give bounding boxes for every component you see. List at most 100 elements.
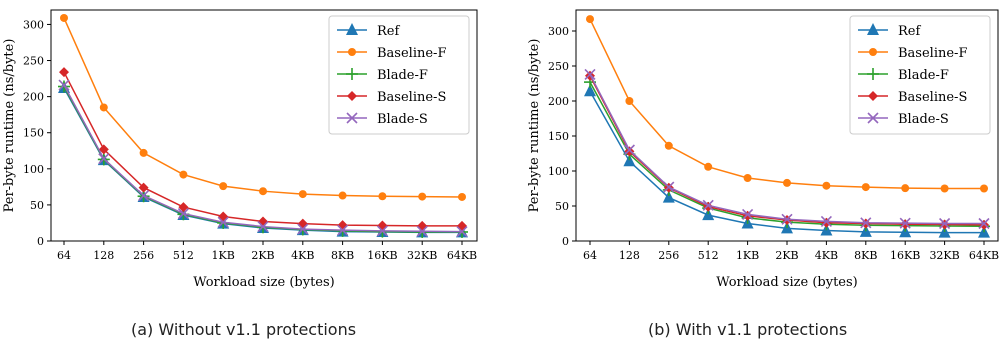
- series-baseline-s: [59, 67, 467, 231]
- data-point: [704, 162, 713, 171]
- x-tick-label: 512: [698, 249, 719, 262]
- data-point-b: [58, 79, 70, 91]
- data-point-b: [138, 189, 150, 202]
- legend-box: [328, 15, 470, 135]
- data-point: [98, 144, 109, 155]
- data-point: [783, 178, 791, 187]
- data-point: [138, 182, 149, 193]
- caption-a: (a) Without v1.1 protections: [131, 320, 357, 339]
- y-tick-label: 200: [23, 91, 44, 104]
- legend-marker: [869, 48, 877, 56]
- legend-label: Blade-F: [377, 68, 428, 83]
- data-point: [457, 220, 467, 231]
- y-tick-label: 100: [548, 165, 569, 178]
- data-point: [59, 67, 69, 78]
- y-tick-label: 150: [548, 130, 569, 143]
- x-tick-label: 64: [583, 249, 597, 262]
- data-point: [99, 103, 108, 112]
- data-point: [625, 97, 634, 105]
- data-point: [297, 218, 308, 229]
- data-point-b: [456, 226, 468, 238]
- legend-entry: Blade-S: [858, 112, 949, 127]
- y-tick-label: 250: [23, 55, 44, 68]
- x-tick-label: 4KB: [291, 249, 314, 262]
- legend-label: Baseline-S: [377, 90, 446, 105]
- legend-label: Blade-S: [898, 112, 949, 127]
- data-point-b: [899, 217, 911, 229]
- x-tick-label: 64KB: [969, 249, 999, 262]
- legend-marker: [868, 91, 878, 101]
- series-baseline-f: [586, 15, 988, 193]
- x-tick-label: 1KB: [212, 249, 235, 262]
- legend: Ref Baseline-F Blade-F Baseline-S Blade-S: [328, 15, 470, 135]
- data-point: [378, 192, 387, 201]
- data-point: [337, 224, 349, 236]
- y-tick-label: 100: [23, 163, 44, 176]
- data-point: [980, 184, 988, 193]
- data-point-b: [337, 224, 349, 236]
- legend-marker: [867, 112, 879, 124]
- data-point: [742, 208, 754, 220]
- data-point: [257, 220, 269, 233]
- y-tick-label: 150: [23, 127, 44, 140]
- data-point: [138, 189, 150, 202]
- data-point: [822, 181, 831, 190]
- legend-marker: [867, 23, 879, 35]
- y-tick-label: 300: [23, 18, 44, 31]
- x-tick-label: 4KB: [815, 249, 838, 262]
- legend-entry: Blade-F: [337, 68, 428, 83]
- data-point-b: [623, 144, 635, 156]
- data-point-b: [177, 208, 189, 220]
- data-point-b: [98, 153, 110, 165]
- chart-panel-b: 0 50 100 150 200 250 300 64 128 256 512 1KB 2KB 4KB 8K…: [527, 9, 999, 290]
- legend-label: Baseline-F: [898, 46, 967, 61]
- data-point: [821, 217, 832, 228]
- data-point: [978, 217, 990, 230]
- data-point: [60, 13, 68, 22]
- data-point-b: [257, 220, 269, 233]
- data-point-b: [860, 217, 872, 229]
- legend-label: Baseline-S: [898, 90, 967, 105]
- legend-marker-b: [346, 112, 358, 124]
- series-blade-s: [58, 79, 468, 238]
- x-tick-label: 16KB: [890, 249, 920, 262]
- legend-entry: Ref: [337, 23, 400, 39]
- series-blade-s: [584, 68, 990, 230]
- data-point: [663, 181, 675, 193]
- data-point: [584, 84, 596, 97]
- data-point: [417, 220, 428, 231]
- legend-marker: [348, 48, 356, 56]
- data-point-b: [416, 225, 428, 237]
- data-point-b: [663, 181, 675, 193]
- x-axis-label: Workload size (bytes): [716, 275, 858, 290]
- y-tick-label: 300: [548, 25, 569, 38]
- series-baseline-f: [60, 13, 466, 201]
- legend-marker: [346, 68, 358, 80]
- legend-entry: Baseline-S: [858, 90, 967, 105]
- data-point: [861, 183, 870, 192]
- plot-frame: [575, 9, 999, 242]
- legend-entry: Baseline-F: [858, 46, 967, 61]
- x-tick-label: 256: [133, 249, 154, 262]
- data-point: [664, 141, 673, 150]
- legend-marker: [346, 23, 358, 35]
- data-point: [139, 148, 148, 157]
- y-tick-label: 0: [37, 235, 44, 248]
- legend-label: Ref: [898, 24, 921, 39]
- legend-entry: Baseline-S: [337, 90, 446, 105]
- data-point: [940, 184, 949, 193]
- legend-marker: [347, 91, 357, 101]
- legend-entry: Blade-S: [337, 112, 428, 127]
- x-tick-label: 512: [173, 249, 194, 262]
- data-point: [98, 153, 110, 165]
- legend-entry: Ref: [858, 23, 921, 39]
- data-point: [416, 225, 428, 237]
- data-point: [742, 210, 753, 221]
- data-point: [781, 213, 793, 225]
- data-point: [624, 146, 635, 157]
- data-point-b: [820, 215, 832, 227]
- legend-marker-b: [867, 112, 879, 124]
- data-point: [178, 202, 189, 213]
- chart-panel-a: 0 50 100 150 200 250 300 64 128 256 512 1KB 2KB 4KB 8K…: [2, 9, 478, 290]
- x-tick-label: 2KB: [775, 249, 798, 262]
